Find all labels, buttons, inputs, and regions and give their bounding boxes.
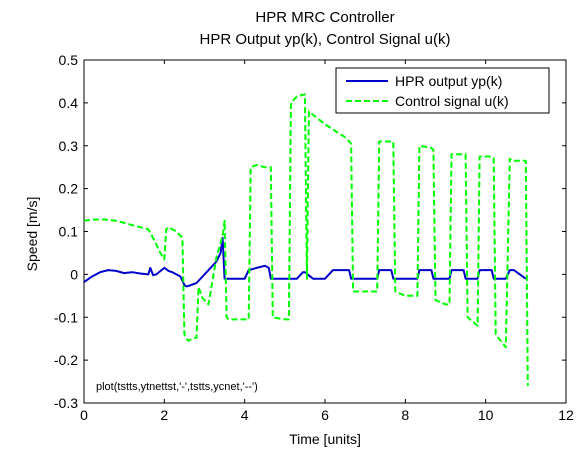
x-tick-label: 2 (160, 407, 168, 423)
x-tick-label: 6 (321, 407, 329, 423)
x-axis-label: Time [units] (289, 431, 361, 447)
x-tick-label: 12 (558, 407, 574, 423)
series-group (83, 93, 529, 386)
chart-subtitle: HPR Output yp(k), Control Signal u(k) (200, 31, 451, 48)
plot-area: 0 2 4 6 8 10 12 -0.3 -0.2 -0.1 0 0.1 0.2 0.3 0.4 0.5 (54, 52, 574, 423)
y-tick-label: 0.4 (59, 95, 79, 111)
legend-label-control-signal: Control signal u(k) (395, 93, 509, 109)
y-tick-label: 0.1 (59, 224, 79, 240)
y-tick-label: -0.3 (54, 395, 78, 411)
y-tick-label: 0.3 (59, 138, 79, 154)
x-tick-label: 10 (478, 407, 494, 423)
series-line-control-signal (83, 93, 529, 386)
plot-command-annotation: plot(tstts,ytnettst,'-',tstts,ycnet,'--'… (96, 381, 258, 393)
y-tick-label: 0 (70, 266, 78, 282)
legend-box (335, 67, 550, 114)
x-tick-label: 4 (241, 407, 249, 423)
legend-label-hpr-output: HPR output yp(k) (395, 73, 502, 89)
y-tick-label: -0.1 (54, 309, 78, 325)
y-tick-label: -0.2 (54, 352, 78, 368)
y-tick-label: 0.2 (59, 181, 79, 197)
y-tick-label: 0.5 (59, 52, 79, 68)
axes-box (83, 59, 567, 404)
x-tick-label: 0 (80, 407, 88, 423)
x-tick-label: 8 (401, 407, 409, 423)
legend: HPR output yp(k) Control signal u(k) (335, 67, 550, 114)
y-axis: -0.3 -0.2 -0.1 0 0.1 0.2 0.3 0.4 0.5 (54, 52, 566, 411)
x-axis: 0 2 4 6 8 10 12 (80, 60, 574, 423)
y-axis-label: Speed [m/s] (24, 197, 40, 272)
chart-title: HPR MRC Controller (255, 9, 394, 26)
series-line-hpr-output (83, 236, 527, 288)
